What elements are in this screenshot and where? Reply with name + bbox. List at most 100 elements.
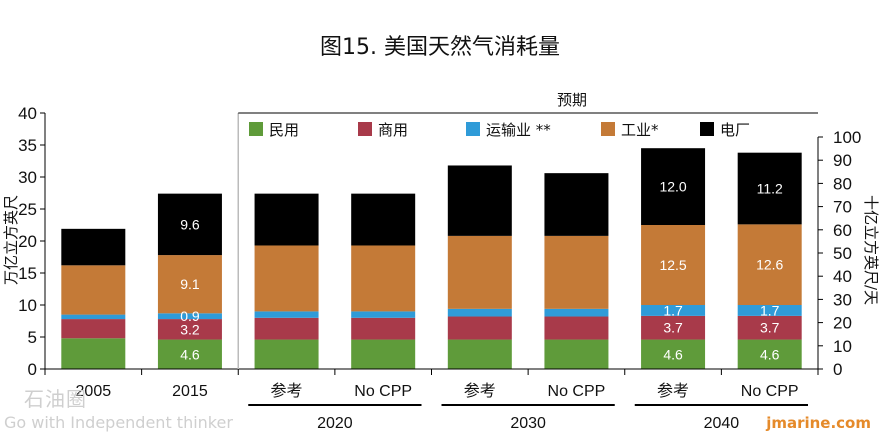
y-tick-label-left: 0 [28, 360, 37, 379]
y-tick-label-right: 70 [833, 198, 852, 217]
bar-segment [61, 265, 126, 315]
data-label: 3.7 [663, 320, 683, 336]
y-tick-label-left: 20 [18, 232, 37, 251]
bar-segment [544, 316, 609, 340]
watermark-tagline: Go with Independent thinker [4, 413, 233, 432]
bar-segment [641, 225, 706, 305]
bar-segment [61, 314, 126, 320]
plot-area: 4.6 3.20.9 9.1 9.6 4.6 3.7 1.7 12.5 12.0 4.6 3.7 1.… [2, 104, 880, 432]
legend-label: 电厂 [720, 121, 750, 139]
data-label: 4.6 [760, 346, 780, 362]
y-tick-label-left: 25 [18, 200, 37, 219]
bar-segment [447, 316, 512, 340]
y-tick-label-right: 50 [833, 244, 852, 263]
bar-segment [157, 193, 222, 256]
bar-segment [61, 228, 126, 266]
bar-segment [351, 339, 416, 369]
y-tick-label-right: 80 [833, 174, 852, 193]
bar-segment [641, 315, 706, 340]
bar-segment [737, 305, 802, 316]
x-tick-label: 2015 [172, 383, 208, 400]
legend-swatch [249, 122, 263, 136]
watermark-logo: 石油圈 [24, 387, 87, 411]
bar-segment [254, 193, 319, 246]
bar-segment [157, 313, 222, 320]
bar-segment [447, 339, 512, 369]
x-tick-label: 参考 [464, 382, 496, 400]
bar-segment [447, 165, 512, 236]
group-label: 2040 [704, 415, 740, 432]
group-label: 2030 [510, 415, 546, 432]
bar-segment [737, 315, 802, 340]
chart-title: 图15. 美国天然气消耗量 [320, 35, 560, 60]
data-label: 11.2 [757, 181, 783, 197]
legend-swatch [466, 122, 480, 136]
data-label: 0.9 [180, 308, 200, 324]
bar-segment [544, 235, 609, 309]
y-tick-label-left: 30 [18, 168, 37, 187]
x-tick-label: No CPP [548, 383, 606, 400]
data-label: 12.6 [756, 257, 783, 273]
x-tick-label: No CPP [354, 383, 412, 400]
y-tick-label-right: 100 [833, 128, 861, 147]
data-label: 12.0 [659, 179, 686, 195]
y-tick-label-right: 60 [833, 221, 852, 240]
bar-segment [254, 245, 319, 312]
legend-swatch [358, 122, 372, 136]
y-tick-label-right: 20 [833, 314, 852, 333]
data-label: 4.6 [663, 346, 683, 362]
x-tick-label: No CPP [741, 383, 799, 400]
data-label: 4.6 [180, 346, 200, 362]
y-tick-label-right: 0 [833, 360, 842, 379]
y-axis-title-right: 十亿立方英尺/天 [862, 195, 880, 305]
y-tick-label-left: 40 [18, 104, 37, 123]
y-tick-label-right: 10 [833, 337, 852, 356]
bar-segment [157, 319, 222, 340]
watermark-site: jmarine.com [766, 414, 871, 432]
bar-segment [351, 317, 416, 340]
bar-segment [351, 245, 416, 312]
bar-segment [157, 339, 222, 369]
bar-segment [254, 317, 319, 340]
bar-segment [737, 152, 802, 225]
bar-segment [737, 339, 802, 369]
bar-segment [641, 305, 706, 316]
y-tick-label-right: 90 [833, 151, 852, 170]
bar-segment [544, 173, 609, 236]
bar-segment [61, 319, 126, 339]
bar-segment [544, 308, 609, 317]
bar-segment [447, 308, 512, 317]
data-label: 3.7 [760, 320, 780, 336]
bar-segment [254, 339, 319, 369]
data-label: 1.7 [663, 302, 683, 318]
y-tick-label-left: 15 [18, 264, 37, 283]
x-tick-label: 参考 [271, 382, 303, 400]
legend-label: 运输业 ** [486, 121, 551, 139]
y-tick-label-right: 40 [833, 267, 852, 286]
y-tick-label-left: 5 [28, 328, 37, 347]
bar-segment [544, 339, 609, 369]
bar-segment [157, 255, 222, 314]
legend-swatch [601, 122, 615, 136]
x-tick-label: 2005 [76, 383, 112, 400]
data-label: 9.1 [180, 276, 200, 292]
x-tick-label: 参考 [657, 382, 689, 400]
data-label: 3.2 [180, 321, 200, 337]
y-tick-label-right: 30 [833, 290, 852, 309]
y-axis-title-left: 万亿立方英尺 [2, 195, 20, 285]
data-label: 9.6 [180, 216, 200, 232]
legend-swatch [700, 122, 714, 136]
bar-segment [641, 148, 706, 225]
bar-segment [254, 311, 319, 318]
data-label: 1.7 [760, 302, 780, 318]
bar-segment [737, 224, 802, 305]
group-label: 2020 [317, 415, 353, 432]
y-tick-label-left: 10 [18, 296, 37, 315]
data-label: 12.5 [659, 257, 686, 273]
bar-segment [447, 235, 512, 309]
legend-label: 民用 [269, 121, 299, 139]
legend-label: 商用 [378, 121, 408, 139]
forecast-label: 预期 [557, 91, 587, 109]
bar-segment [351, 193, 416, 246]
